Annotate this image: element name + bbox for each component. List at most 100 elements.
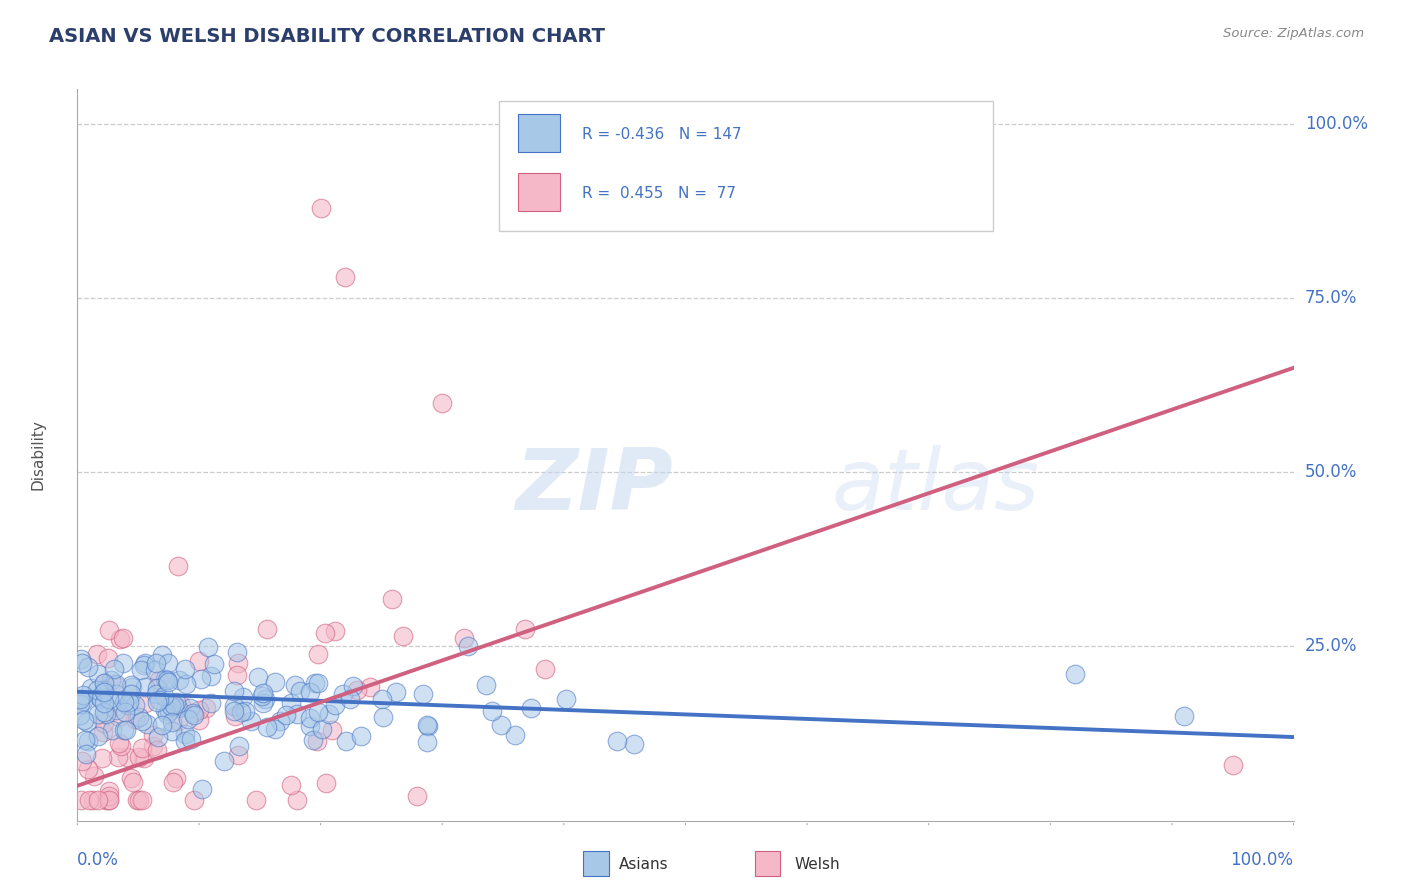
Point — [128, 750, 150, 764]
Point — [96, 706, 118, 721]
Point — [224, 704, 246, 718]
Point — [112, 695, 135, 709]
Point — [114, 706, 136, 720]
Point — [385, 685, 408, 699]
Point — [93, 685, 115, 699]
Point — [97, 793, 120, 807]
Point — [163, 698, 186, 712]
Point — [153, 703, 176, 717]
Point — [412, 687, 434, 701]
Point — [346, 682, 368, 697]
Point — [381, 592, 404, 607]
Point — [134, 657, 156, 671]
Text: Asians: Asians — [619, 857, 668, 872]
Point — [245, 793, 267, 807]
Point — [93, 696, 115, 710]
Point — [98, 793, 121, 807]
Point — [145, 657, 167, 671]
Point — [72, 656, 94, 670]
Point — [406, 789, 429, 803]
Point — [264, 675, 287, 690]
Point — [142, 728, 165, 742]
Point — [233, 704, 256, 718]
Point — [280, 779, 302, 793]
Point — [146, 681, 169, 695]
Point — [226, 645, 249, 659]
Point — [224, 708, 246, 723]
Point — [520, 701, 543, 715]
Text: atlas: atlas — [831, 445, 1039, 528]
Point — [112, 631, 135, 645]
Point — [75, 732, 97, 747]
Point — [333, 270, 356, 285]
Point — [131, 793, 153, 807]
Text: Welsh: Welsh — [794, 857, 839, 872]
Point — [75, 747, 97, 762]
Point — [150, 717, 173, 731]
Point — [240, 714, 263, 729]
Point — [162, 775, 184, 789]
Point — [416, 719, 439, 733]
Point — [108, 710, 131, 724]
Point — [122, 774, 145, 789]
Text: 100.0%: 100.0% — [1305, 115, 1368, 133]
Point — [212, 754, 235, 768]
Point — [157, 675, 180, 690]
Point — [252, 686, 274, 700]
Point — [87, 706, 110, 721]
Point — [191, 782, 214, 797]
Point — [321, 723, 343, 737]
Text: R =  0.455   N =  77: R = 0.455 N = 77 — [582, 186, 737, 202]
Point — [77, 762, 100, 776]
Point — [134, 696, 156, 710]
Point — [503, 728, 526, 742]
FancyBboxPatch shape — [499, 101, 993, 231]
Point — [72, 688, 94, 702]
Point — [224, 683, 246, 698]
Point — [77, 734, 100, 748]
Point — [146, 695, 169, 709]
Point — [298, 711, 321, 725]
Point — [430, 395, 453, 409]
Point — [128, 710, 150, 724]
Point — [104, 678, 127, 692]
Point — [489, 717, 512, 731]
Point — [284, 678, 307, 692]
Point — [533, 662, 555, 676]
Point — [167, 714, 190, 729]
Text: Source: ZipAtlas.com: Source: ZipAtlas.com — [1223, 27, 1364, 40]
Point — [129, 663, 152, 677]
Point — [252, 696, 274, 710]
Point — [256, 720, 278, 734]
Point — [94, 793, 117, 807]
Point — [157, 656, 180, 670]
Point — [136, 717, 159, 731]
Point — [187, 713, 209, 727]
Point — [335, 734, 357, 748]
Point — [105, 687, 128, 701]
Point — [86, 648, 108, 662]
Point — [416, 717, 439, 731]
Point — [605, 733, 627, 747]
Point — [70, 793, 93, 807]
Point — [91, 751, 114, 765]
Point — [1063, 667, 1085, 681]
Point — [232, 690, 254, 705]
Point — [332, 687, 354, 701]
Point — [70, 754, 93, 768]
Point — [183, 706, 205, 721]
Point — [124, 712, 146, 726]
Point — [359, 680, 381, 694]
Point — [103, 662, 125, 676]
Point — [481, 704, 503, 718]
Point — [226, 747, 249, 762]
Point — [285, 707, 308, 722]
Point — [197, 640, 219, 654]
Point — [167, 559, 190, 574]
Point — [120, 678, 142, 692]
Point — [124, 698, 146, 712]
Point — [475, 677, 498, 691]
Point — [318, 706, 340, 721]
Point — [82, 793, 104, 807]
Point — [174, 677, 197, 691]
